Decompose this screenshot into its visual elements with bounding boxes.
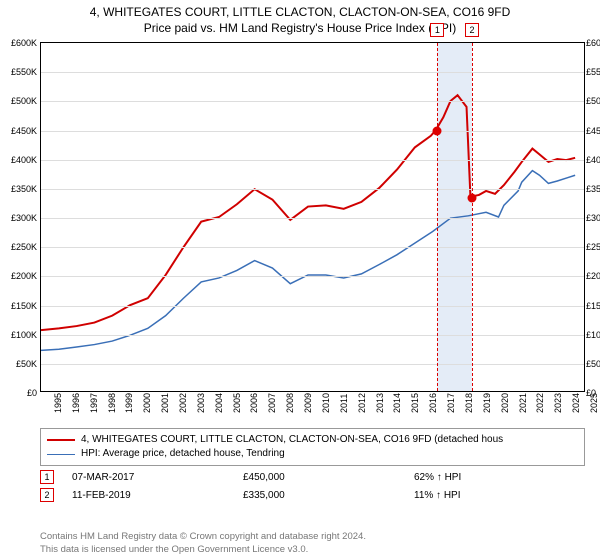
x-tick-label: 2015 [410, 393, 420, 413]
marker-line [437, 43, 438, 391]
legend-swatch-blue [47, 454, 75, 455]
footer-line2: This data is licensed under the Open Gov… [40, 544, 585, 556]
y-tick-label: £350K [586, 184, 600, 194]
legend-swatch-red [47, 439, 75, 441]
txn-price: £450,000 [243, 472, 414, 483]
attribution: Contains HM Land Registry data © Crown c… [40, 531, 585, 556]
y-tick-label: £300K [1, 213, 37, 223]
x-tick-label: 2011 [339, 394, 349, 413]
y-tick-label: £150K [1, 301, 37, 311]
y-tick-label: £0 [1, 388, 37, 398]
y-tick-label: £550K [1, 67, 37, 77]
table-row: 2 11-FEB-2019 £335,000 11% ↑ HPI [40, 486, 585, 504]
x-tick-label: 2005 [232, 393, 242, 413]
x-tick-label: 2012 [357, 393, 367, 413]
legend-item: 4, WHITEGATES COURT, LITTLE CLACTON, CLA… [47, 433, 578, 447]
title-line2: Price paid vs. HM Land Registry's House … [0, 20, 600, 36]
legend-label: 4, WHITEGATES COURT, LITTLE CLACTON, CLA… [81, 433, 503, 447]
x-tick-label: 2022 [535, 393, 545, 413]
txn-delta: 62% ↑ HPI [414, 472, 585, 483]
x-tick-label: 2023 [553, 393, 563, 413]
txn-delta: 11% ↑ HPI [414, 490, 585, 501]
x-tick-label: 2007 [267, 393, 277, 413]
y-tick-label: £600K [1, 38, 37, 48]
x-tick-label: 2008 [285, 393, 295, 413]
y-tick-label: £350K [1, 184, 37, 194]
x-tick-label: 2021 [518, 393, 528, 413]
x-tick-label: 2004 [214, 393, 224, 413]
marker-line [472, 43, 473, 391]
x-tick-label: 1995 [53, 393, 63, 413]
x-tick-label: 1996 [71, 393, 81, 413]
title-line1: 4, WHITEGATES COURT, LITTLE CLACTON, CLA… [0, 4, 600, 20]
x-tick-label: 2009 [303, 393, 313, 413]
txn-price: £335,000 [243, 490, 414, 501]
y-tick-label: £450K [586, 126, 600, 136]
x-tick-label: 2013 [375, 393, 385, 413]
x-tick-label: 2010 [321, 393, 331, 413]
footer-line1: Contains HM Land Registry data © Crown c… [40, 531, 585, 543]
x-tick-label: 1999 [124, 393, 134, 413]
table-row: 1 07-MAR-2017 £450,000 62% ↑ HPI [40, 468, 585, 486]
x-tick-label: 2006 [249, 393, 259, 413]
chart-container: 4, WHITEGATES COURT, LITTLE CLACTON, CLA… [0, 0, 600, 560]
txn-date: 07-MAR-2017 [72, 472, 243, 483]
plot-area: £0£0£50K£50K£100K£100K£150K£150K£200K£20… [40, 42, 585, 392]
y-tick-label: £200K [586, 271, 600, 281]
y-tick-label: £500K [586, 96, 600, 106]
marker-badge: 2 [465, 23, 479, 37]
legend-item: HPI: Average price, detached house, Tend… [47, 447, 578, 461]
y-tick-label: £550K [586, 67, 600, 77]
y-tick-label: £100K [586, 330, 600, 340]
x-tick-label: 2002 [178, 393, 188, 413]
legend-label: HPI: Average price, detached house, Tend… [81, 447, 285, 461]
x-tick-label: 2020 [500, 393, 510, 413]
y-tick-label: £300K [586, 213, 600, 223]
x-tick-label: 2016 [428, 393, 438, 413]
y-tick-label: £450K [1, 126, 37, 136]
y-tick-label: £200K [1, 271, 37, 281]
x-tick-label: 2000 [142, 393, 152, 413]
marker-badge: 1 [430, 23, 444, 37]
y-tick-label: £400K [586, 155, 600, 165]
x-tick-label: 2001 [160, 393, 170, 413]
x-tick-label: 2019 [482, 393, 492, 413]
marker-dot [467, 193, 476, 202]
x-tick-label: 2003 [196, 393, 206, 413]
y-tick-label: £250K [586, 242, 600, 252]
x-tick-label: 2014 [392, 393, 402, 413]
y-tick-label: £600K [586, 38, 600, 48]
y-tick-label: £50K [1, 359, 37, 369]
x-tick-label: 1998 [107, 393, 117, 413]
marker-badge: 1 [40, 470, 54, 484]
y-tick-label: £150K [586, 301, 600, 311]
y-tick-label: £500K [1, 96, 37, 106]
series-blue [41, 171, 575, 351]
y-tick-label: £400K [1, 155, 37, 165]
marker-dot [433, 126, 442, 135]
legend: 4, WHITEGATES COURT, LITTLE CLACTON, CLA… [40, 428, 585, 466]
transaction-table: 1 07-MAR-2017 £450,000 62% ↑ HPI 2 11-FE… [40, 468, 585, 504]
y-tick-label: £250K [1, 242, 37, 252]
x-tick-label: 2024 [571, 393, 581, 413]
line-svg [41, 43, 584, 391]
x-tick-label: 2017 [446, 393, 456, 413]
y-tick-label: £100K [1, 330, 37, 340]
x-tick-label: 1997 [89, 393, 99, 413]
y-tick-label: £50K [586, 359, 600, 369]
txn-date: 11-FEB-2019 [72, 490, 243, 501]
marker-badge: 2 [40, 488, 54, 502]
chart-title: 4, WHITEGATES COURT, LITTLE CLACTON, CLA… [0, 0, 600, 36]
x-tick-label: 2018 [464, 393, 474, 413]
x-tick-label: 2025 [589, 393, 599, 413]
